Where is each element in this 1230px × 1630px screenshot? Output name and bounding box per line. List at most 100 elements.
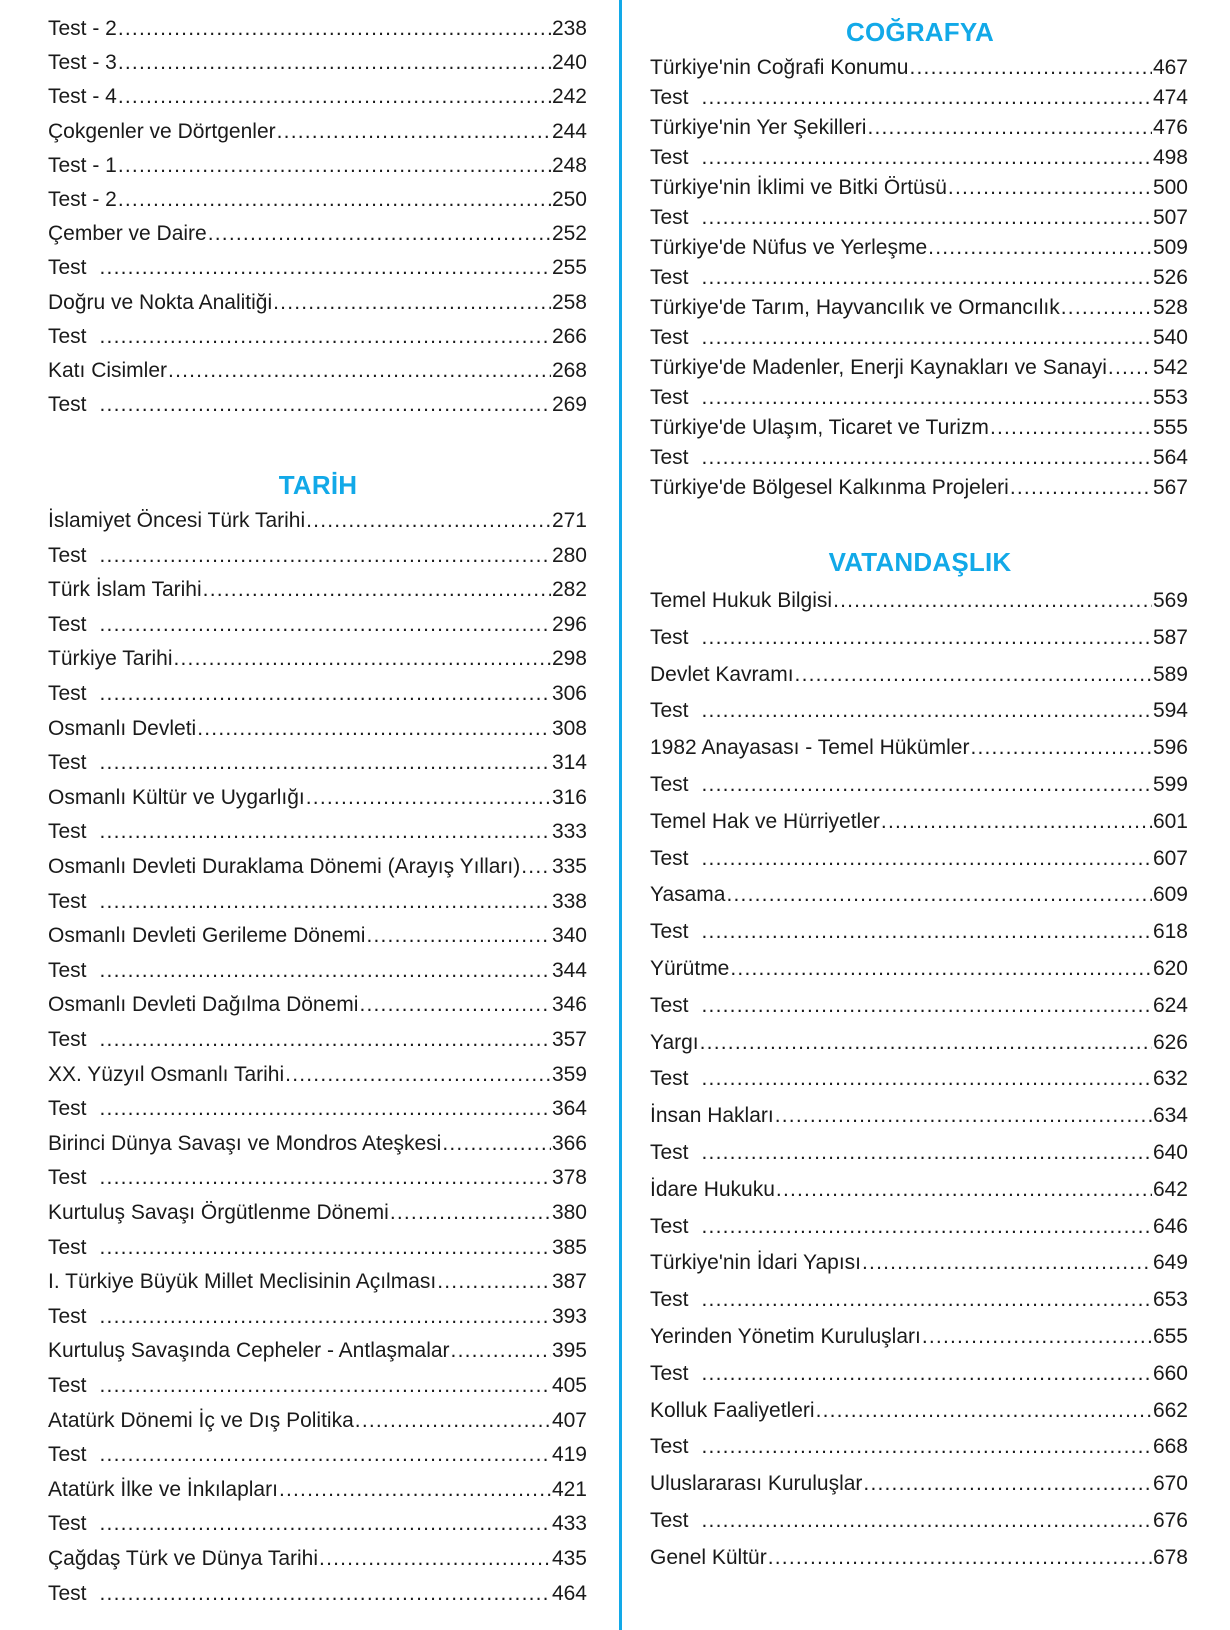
toc-entry[interactable]: Yargı 626	[650, 1029, 1188, 1057]
toc-entry[interactable]: Test 660	[650, 1360, 1188, 1388]
toc-entry-page: 298	[551, 647, 587, 671]
toc-entry[interactable]: Test 405	[48, 1372, 587, 1400]
toc-entry[interactable]: İnsan Hakları 634	[650, 1102, 1188, 1130]
toc-entry[interactable]: Test 668	[650, 1433, 1188, 1461]
toc-entry[interactable]: Atatürk Dönemi İç ve Dış Politika 407	[48, 1407, 587, 1435]
toc-entry[interactable]: Test 640	[650, 1139, 1188, 1167]
toc-entry[interactable]: Test 357	[48, 1026, 587, 1054]
toc-entry[interactable]: Test 587	[650, 624, 1188, 652]
toc-entry[interactable]: Test 474	[650, 84, 1188, 112]
dot-leader	[100, 818, 551, 846]
toc-entry[interactable]: Çağdaş Türk ve Dünya Tarihi 435	[48, 1545, 587, 1573]
toc-entry[interactable]: 1982 Anayasası - Temel Hükümler 596	[650, 734, 1188, 762]
toc-entry-title: Test	[650, 1214, 689, 1238]
toc-entry[interactable]: Test 507	[650, 204, 1188, 232]
toc-entry[interactable]: Test 676	[650, 1507, 1188, 1535]
toc-entry[interactable]: Katı Cisimler 268	[48, 357, 587, 385]
toc-entry[interactable]: Test 378	[48, 1164, 587, 1192]
toc-entry[interactable]: Kurtuluş Savaşında Cepheler - Antlaşmala…	[48, 1337, 587, 1365]
toc-entry[interactable]: Türkiye Tarihi 298	[48, 645, 587, 673]
toc-entry[interactable]: Test 306	[48, 680, 587, 708]
toc-entry-page: 357	[551, 1028, 587, 1051]
toc-entry-title: Test	[48, 612, 87, 636]
toc-entry[interactable]: Test 564	[650, 444, 1188, 472]
toc-entry-title: Yasama	[650, 883, 726, 907]
toc-entry[interactable]: Çokgenler ve Dörtgenler 244	[48, 118, 587, 146]
toc-entry[interactable]: Test 393	[48, 1303, 587, 1331]
toc-entry[interactable]: Yerinden Yönetim Kuruluşları 655	[650, 1323, 1188, 1351]
toc-entry[interactable]: Test 540	[650, 324, 1188, 352]
toc-entry[interactable]: Türkiye'nin İklimi ve Bitki Örtüsü 500	[650, 174, 1188, 202]
toc-entry[interactable]: Test 646	[650, 1213, 1188, 1241]
toc-entry[interactable]: Test 553	[650, 384, 1188, 412]
toc-entry-title: Osmanlı Devleti	[48, 716, 197, 740]
toc-entry[interactable]: Temel Hak ve Hürriyetler 601	[650, 808, 1188, 836]
toc-entry[interactable]: Test - 3 240	[48, 49, 587, 77]
toc-entry[interactable]: Kurtuluş Savaşı Örgütlenme Dönemi 380	[48, 1199, 587, 1227]
toc-entry[interactable]: Kolluk Faaliyetleri 662	[650, 1397, 1188, 1425]
toc-entry[interactable]: Türkiye'de Ulaşım, Ticaret ve Turizm 555	[650, 414, 1188, 442]
toc-entry[interactable]: Test 280	[48, 542, 587, 570]
toc-entry[interactable]: Devlet Kavramı 589	[650, 661, 1188, 689]
toc-entry[interactable]: Yasama 609	[650, 881, 1188, 909]
toc-entry[interactable]: Osmanlı Devleti 308	[48, 715, 587, 743]
toc-entry[interactable]: Test 364	[48, 1095, 587, 1123]
toc-entry[interactable]: Test 269	[48, 391, 587, 419]
toc-entry[interactable]: Doğru ve Nokta Analitiği 258	[48, 289, 587, 317]
toc-entry[interactable]: Osmanlı Kültür ve Uygarlığı 316	[48, 784, 587, 812]
toc-entry[interactable]: Atatürk İlke ve İnkılapları 421	[48, 1476, 587, 1504]
toc-entry[interactable]: Türkiye'de Tarım, Hayvancılık ve Ormancı…	[650, 294, 1188, 322]
toc-entry[interactable]: Uluslararası Kuruluşlar 670	[650, 1470, 1188, 1498]
toc-entry[interactable]: Test 385	[48, 1234, 587, 1262]
toc-entry[interactable]: Test 464	[48, 1580, 587, 1608]
toc-entry[interactable]: Çember ve Daire 252	[48, 220, 587, 248]
toc-entry-page: 660	[1152, 1361, 1188, 1385]
toc-entry[interactable]: Test 338	[48, 888, 587, 916]
toc-entry[interactable]: Türkiye'nin Coğrafi Konumu 467	[650, 54, 1188, 82]
toc-entry[interactable]: Türk İslam Tarihi 282	[48, 576, 587, 604]
toc-entry[interactable]: Test 653	[650, 1286, 1188, 1314]
toc-entry[interactable]: Türkiye'nin Yer Şekilleri 476	[650, 114, 1188, 142]
dot-leader	[922, 1323, 1152, 1351]
toc-entry[interactable]: Türkiye'nin İdari Yapısı 649	[650, 1249, 1188, 1277]
toc-entry-title: Test	[48, 256, 87, 280]
toc-entry[interactable]: Test - 1 248	[48, 152, 587, 180]
toc-entry-page: 620	[1152, 957, 1188, 980]
toc-entry[interactable]: Osmanlı Devleti Dağılma Dönemi 346	[48, 991, 587, 1019]
toc-entry[interactable]: İdare Hukuku 642	[650, 1176, 1188, 1204]
toc-entry[interactable]: Türkiye'de Madenler, Enerji Kaynakları v…	[650, 354, 1188, 382]
toc-entry[interactable]: Test 333	[48, 818, 587, 846]
toc-entry[interactable]: İslamiyet Öncesi Türk Tarihi 271	[48, 507, 587, 535]
toc-entry[interactable]: Test - 4 242	[48, 83, 587, 111]
toc-entry[interactable]: Test - 2 238	[48, 15, 587, 43]
toc-entry[interactable]: Test 498	[650, 144, 1188, 172]
toc-entry[interactable]: Test 624	[650, 992, 1188, 1020]
toc-entry[interactable]: Test 607	[650, 845, 1188, 873]
toc-entry[interactable]: Test 433	[48, 1510, 587, 1538]
toc-entry[interactable]: XX. Yüzyıl Osmanlı Tarihi 359	[48, 1061, 587, 1089]
toc-entry-title: Atatürk Dönemi İç ve Dış Politika	[48, 1408, 354, 1432]
toc-entry[interactable]: Test 314	[48, 749, 587, 777]
toc-entry[interactable]: Yürütme 620	[650, 955, 1188, 983]
toc-entry[interactable]: Test 344	[48, 957, 587, 985]
toc-entry[interactable]: Test 255	[48, 254, 587, 282]
toc-entry[interactable]: Türkiye'de Nüfus ve Yerleşme 509	[650, 234, 1188, 262]
toc-entry[interactable]: Test 594	[650, 697, 1188, 725]
toc-entry-page: 380	[551, 1201, 587, 1224]
toc-entry[interactable]: Birinci Dünya Savaşı ve Mondros Ateşkesi…	[48, 1130, 587, 1158]
toc-entry[interactable]: Test - 2 250	[48, 186, 587, 214]
toc-entry[interactable]: I. Türkiye Büyük Millet Meclisinin Açılm…	[48, 1268, 587, 1296]
toc-entry[interactable]: Test 419	[48, 1441, 587, 1469]
toc-entry[interactable]: Türkiye'de Bölgesel Kalkınma Projeleri 56…	[650, 474, 1188, 502]
toc-entry[interactable]: Test 526	[650, 264, 1188, 292]
toc-entry[interactable]: Osmanlı Devleti Duraklama Dönemi (Arayış…	[48, 853, 587, 881]
toc-entry[interactable]: Test 618	[650, 918, 1188, 946]
toc-entry[interactable]: Osmanlı Devleti Gerileme Dönemi 340	[48, 922, 587, 950]
toc-entry[interactable]: Test 296	[48, 611, 587, 639]
toc-entry[interactable]: Test 599	[650, 771, 1188, 799]
toc-entry[interactable]: Test 266	[48, 323, 587, 351]
dot-leader	[702, 1065, 1152, 1093]
toc-entry[interactable]: Test 632	[650, 1065, 1188, 1093]
toc-entry[interactable]: Genel Kültür 678	[650, 1544, 1188, 1572]
toc-entry[interactable]: Temel Hukuk Bilgisi 569	[650, 587, 1188, 615]
